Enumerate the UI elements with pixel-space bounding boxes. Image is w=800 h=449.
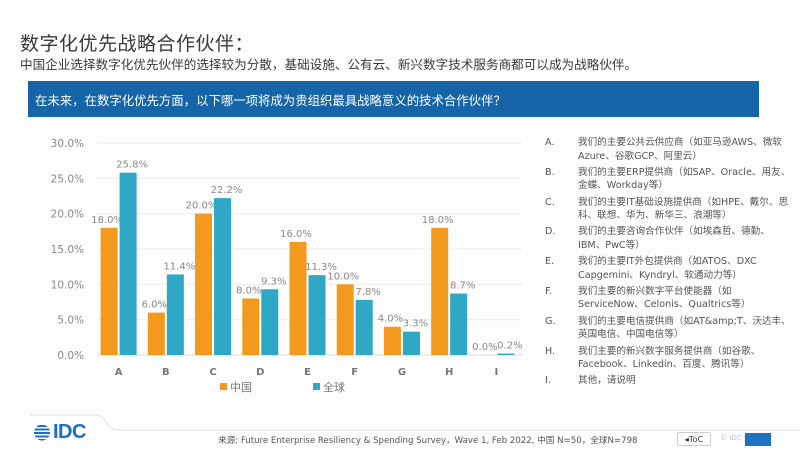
y-tick-label: 15.0% (51, 244, 84, 256)
option-key: F. (545, 285, 553, 297)
y-tick-label: 5.0% (57, 315, 84, 327)
data-label: 4.0% (378, 314, 403, 325)
option-text: 我们的主要公共云供应商（如亚马逊AWS、微软Azure、谷歌GCP、阿里云） (578, 137, 782, 162)
legend-swatch-global (313, 383, 320, 390)
bar-global (119, 172, 137, 355)
y-tick-label: 10.0% (51, 279, 84, 291)
brand-block (745, 433, 771, 446)
bar-china (336, 284, 354, 355)
option-item-f: F. 我们主要的新兴数字平台使能器（如ServiceNow、Celonis、Qua… (545, 285, 795, 312)
option-text: 我们的主要ERP提供商（如SAP、Oracle、用友、金蝶、Workday等） (578, 166, 791, 192)
source-note: 来源: Future Enterprise Resiliency & Spend… (218, 436, 638, 446)
toc-button[interactable]: ◂ToC (677, 432, 711, 446)
data-label: 16.0% (280, 229, 312, 240)
bar-global (166, 274, 184, 355)
x-tick-label: F (351, 367, 358, 378)
data-label: 0.2% (497, 341, 522, 352)
option-item-c: C. 我们的主要IT基础设施提供商（如HPE、戴尔、思科、联想、华为、新华三、浪潮… (545, 196, 795, 223)
bar-chart: 0.0% 5.0% 10.0% 15.0% 20.0% 25.0% 30.0% 18.0% 25… (51, 138, 523, 394)
bar-global (402, 331, 420, 355)
option-text: 我们的主要电信提供商（如AT&amp;T、沃达丰、英国电信、中国电信等） (578, 315, 791, 341)
data-label: 22.2% (211, 185, 243, 196)
data-label: 0.0% (472, 342, 497, 353)
data-label: 9.3% (261, 276, 286, 287)
bar-china (100, 227, 118, 355)
option-legend: A. 我们的主要公共云供应商（如亚马逊AWS、微软Azure、谷歌GCP、阿里云）… (545, 136, 795, 391)
option-item-b: B. 我们的主要ERP提供商（如SAP、Oracle、用友、金蝶、Workday等… (545, 166, 795, 193)
globe-icon (34, 424, 50, 440)
option-key: I. (545, 375, 551, 387)
legend-label: 中国 (230, 381, 252, 394)
bar-global (497, 353, 515, 355)
x-tick-label: H (445, 367, 453, 378)
question-banner: 在未来，在数字化优先方面，以下哪一项将成为贵组织最具战略意义的技术合作伙伴？ (28, 81, 759, 117)
option-text: 我们的主要IT基础设施提供商（如HPE、戴尔、思科、联想、华为、新华三、浪潮等） (578, 196, 789, 222)
x-tick-label: G (398, 367, 406, 378)
bar-china (242, 298, 260, 355)
option-item-h: H. 我们主要的新兴数字服务提供商（如谷歌、Facebook、Linkedin、百… (545, 345, 795, 372)
data-label: 8.0% (236, 285, 261, 296)
option-text: 我们主要的新兴数字平台使能器（如ServiceNow、Celonis、Qualt… (578, 285, 751, 311)
page-subtitle: 中国企业选择数字化优先伙伴的选择较为分散，基础设施、公有云、新兴数字技术服务商都… (20, 57, 638, 72)
idc-logo: IDC (33, 420, 86, 443)
bar-china (289, 241, 307, 355)
option-key: H. (545, 345, 556, 357)
copyright: © IDC | (720, 434, 747, 442)
y-tick-label: 25.0% (51, 173, 84, 185)
option-item-g: G. 我们的主要电信提供商（如AT&amp;T、沃达丰、英国电信、中国电信等） (545, 315, 795, 342)
option-item-a: A. 我们的主要公共云供应商（如亚马逊AWS、微软Azure、谷歌GCP、阿里云） (545, 136, 795, 163)
option-item-e: E. 我们的主要IT外包提供商（如ATOS、DXC Capgemini、Kyndr… (545, 255, 795, 282)
legend-label: 全球 (323, 380, 345, 394)
logo-text: IDC (53, 420, 86, 443)
bar-china (195, 213, 213, 355)
option-text: 其他，请说明 (578, 375, 636, 387)
data-label: 6.0% (142, 300, 167, 311)
data-label: 11.3% (305, 262, 337, 273)
x-tick-label: B (162, 367, 170, 378)
data-label: 8.7% (450, 281, 475, 292)
x-tick-label: C (209, 367, 216, 378)
bar-global (214, 198, 232, 355)
option-key: C. (545, 196, 555, 208)
bar-china (431, 227, 449, 355)
data-label: 18.0% (91, 215, 123, 226)
bar-global (308, 275, 326, 355)
option-key: A. (545, 137, 555, 148)
data-label: 18.0% (422, 215, 454, 226)
option-item-d: D. 我们的主要咨询合作伙伴（如埃森哲、德勤、IBM、PwC等） (545, 225, 795, 252)
data-label: 20.0% (186, 201, 218, 212)
bar-global (450, 293, 468, 355)
option-text: 我们的主要IT外包提供商（如ATOS、DXC Capgemini、Kyndryl… (578, 256, 757, 281)
data-label: 3.3% (403, 319, 428, 330)
data-label: 11.4% (163, 261, 195, 272)
option-text: 我们的主要咨询合作伙伴（如埃森哲、德勤、IBM、PwC等） (578, 226, 770, 251)
data-label: 7.8% (356, 287, 381, 298)
x-tick-label: I (495, 367, 499, 378)
y-tick-label: 0.0% (57, 350, 84, 362)
data-label: 10.0% (327, 271, 359, 282)
option-item-i: I. 其他，请说明 (545, 374, 795, 388)
bar-china (383, 326, 401, 355)
page-title: 数字化优先战略合作伙伴： (20, 33, 255, 55)
x-tick-label: D (256, 367, 264, 378)
question-text: 在未来，在数字化优先方面，以下哪一项将成为贵组织最具战略意义的技术合作伙伴？ (35, 93, 506, 108)
option-key: G. (545, 315, 556, 327)
bar-global (261, 289, 279, 355)
data-label: 25.8% (116, 160, 148, 171)
y-tick-label: 20.0% (51, 209, 84, 221)
option-text: 我们主要的新兴数字服务提供商（如谷歌、Facebook、Linkedin、百度、… (578, 345, 761, 371)
option-key: B. (545, 166, 555, 178)
x-tick-label: A (115, 367, 123, 378)
bar-china (147, 312, 165, 355)
bar-global (355, 299, 373, 355)
legend-swatch-china (220, 383, 227, 390)
option-key: D. (545, 226, 556, 238)
x-tick-label: E (304, 367, 311, 378)
option-key: E. (545, 256, 555, 268)
y-tick-label: 30.0% (51, 138, 84, 150)
footer-divider (30, 414, 800, 431)
